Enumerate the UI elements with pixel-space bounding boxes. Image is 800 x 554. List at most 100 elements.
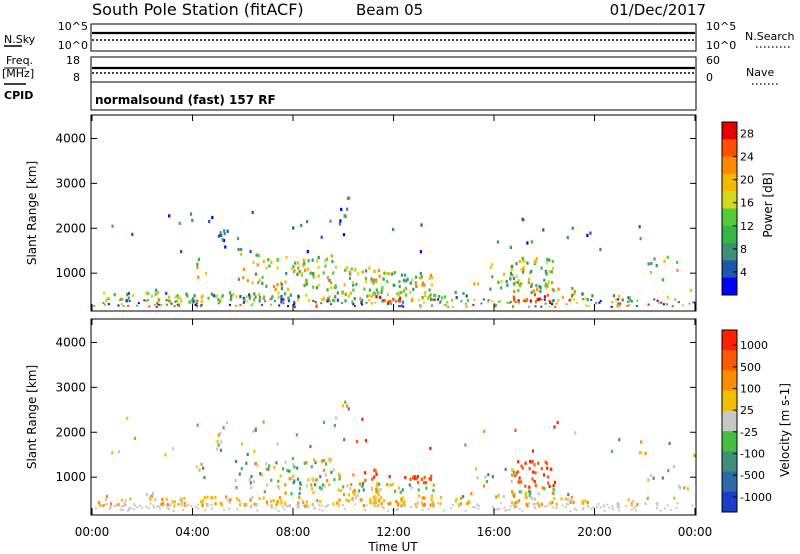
data-cell xyxy=(256,464,259,468)
data-cell xyxy=(306,250,309,254)
data-cell xyxy=(343,214,346,218)
data-cell xyxy=(287,504,290,507)
data-cell xyxy=(346,484,349,488)
data-cell xyxy=(500,502,502,505)
data-cell xyxy=(113,293,116,297)
data-cell xyxy=(353,492,356,496)
data-cell xyxy=(399,490,402,494)
data-cell xyxy=(262,496,265,500)
data-cell xyxy=(386,292,389,296)
data-cell xyxy=(115,504,118,507)
data-cell xyxy=(248,477,251,481)
data-cell xyxy=(633,507,636,510)
data-cell xyxy=(429,446,432,450)
data-cell xyxy=(220,233,223,237)
data-cell xyxy=(550,281,554,285)
data-cell xyxy=(571,226,574,230)
data-cell xyxy=(183,504,186,508)
data-cell xyxy=(264,300,267,303)
data-cell xyxy=(382,277,385,281)
data-cell xyxy=(381,286,384,290)
data-cell xyxy=(298,506,301,509)
data-cell xyxy=(466,299,469,303)
data-cell xyxy=(333,285,336,290)
data-cell xyxy=(122,305,125,308)
data-cell xyxy=(465,294,468,298)
data-cell xyxy=(534,305,537,308)
data-cell xyxy=(156,301,159,304)
data-cell xyxy=(473,298,476,301)
noise-tick-right-top: 10^5 xyxy=(706,20,736,33)
data-cell xyxy=(288,504,291,508)
data-cell xyxy=(677,301,680,304)
data-cell xyxy=(340,207,343,211)
data-cell xyxy=(565,503,568,505)
data-cell xyxy=(319,500,322,504)
data-cell xyxy=(258,496,261,501)
data-cell xyxy=(546,283,549,287)
data-cell xyxy=(365,269,368,273)
data-cell xyxy=(420,223,423,227)
data-cell xyxy=(406,277,409,281)
data-cell xyxy=(344,268,347,272)
data-cell xyxy=(387,502,390,506)
data-cell xyxy=(586,233,589,237)
data-cell xyxy=(318,504,321,507)
data-cell xyxy=(366,294,369,298)
data-cell xyxy=(178,303,181,306)
data-cell xyxy=(444,304,447,307)
data-cell xyxy=(504,509,507,512)
data-cell xyxy=(217,443,220,447)
data-cell xyxy=(413,475,416,479)
data-cell xyxy=(529,299,532,303)
data-cell xyxy=(419,271,422,276)
data-cell xyxy=(423,475,426,480)
data-cell xyxy=(195,302,198,305)
data-cell xyxy=(217,302,220,305)
data-cell xyxy=(531,460,534,464)
data-cell xyxy=(397,502,400,506)
data-cell xyxy=(487,299,490,302)
y-tick-label: 1000 xyxy=(55,266,86,280)
data-cell xyxy=(480,302,483,305)
data-cell xyxy=(532,470,535,474)
data-cell xyxy=(380,502,383,506)
data-cell xyxy=(679,486,682,490)
data-cell xyxy=(531,449,534,453)
data-cell xyxy=(355,282,358,286)
data-cell xyxy=(109,502,113,506)
colorbar-tick-label: 25 xyxy=(740,404,754,417)
data-cell xyxy=(263,490,266,494)
data-cell xyxy=(194,303,197,306)
data-cell xyxy=(224,245,227,249)
data-cell xyxy=(508,301,511,304)
data-cell xyxy=(402,501,405,505)
data-cell xyxy=(132,508,135,511)
colorbar-segment xyxy=(722,260,737,279)
data-cell xyxy=(477,504,480,507)
data-cell xyxy=(398,285,401,289)
data-cell xyxy=(334,295,337,299)
data-cell xyxy=(424,294,427,298)
data-cell xyxy=(405,279,408,283)
data-cell xyxy=(373,498,376,502)
data-cell xyxy=(555,506,558,509)
data-cell xyxy=(242,276,245,280)
data-cell xyxy=(326,288,329,292)
colorbar-segment xyxy=(722,330,737,351)
data-cell xyxy=(512,304,515,307)
data-cell xyxy=(474,506,476,509)
data-cell xyxy=(97,501,100,505)
data-cell xyxy=(520,282,523,286)
data-cell xyxy=(528,305,531,308)
data-cell xyxy=(655,264,658,268)
data-cell xyxy=(611,507,614,510)
data-cell xyxy=(282,298,285,302)
colorbar-segment xyxy=(722,410,737,432)
data-cell xyxy=(341,404,345,408)
nave-label: Nave xyxy=(746,66,774,79)
data-cell xyxy=(398,294,401,298)
data-cell xyxy=(673,496,676,500)
data-cell xyxy=(361,270,364,274)
data-cell xyxy=(590,299,593,301)
